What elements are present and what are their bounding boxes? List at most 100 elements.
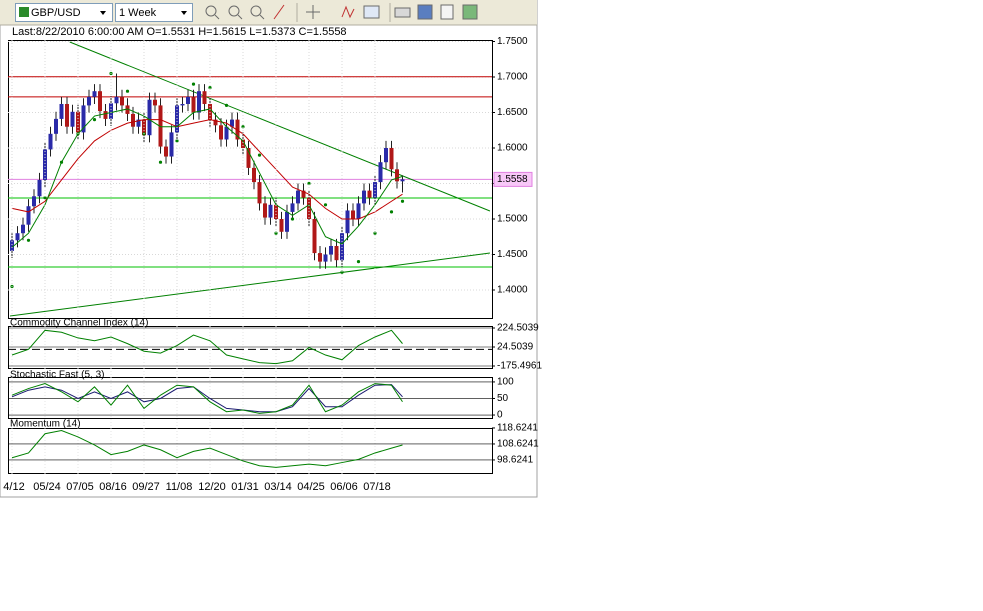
candle-body bbox=[103, 111, 108, 119]
candle-body bbox=[378, 162, 383, 183]
candle-body bbox=[340, 233, 344, 261]
y-tick-label: 1.7000 bbox=[497, 72, 528, 83]
pane-title: Commodity Channel Index (14) bbox=[10, 318, 148, 329]
x-tick-label: 07/18 bbox=[363, 481, 391, 493]
x-tick-label: 05/24 bbox=[33, 481, 61, 493]
candle-body bbox=[257, 182, 262, 204]
candle-body bbox=[147, 99, 152, 136]
candle-body bbox=[301, 190, 306, 198]
y-tick-label: 98.6241 bbox=[497, 455, 534, 466]
candle-body bbox=[70, 111, 75, 127]
candle-body bbox=[48, 133, 53, 150]
period-combo[interactable]: 1 Week bbox=[115, 3, 193, 22]
momentum-pane-frame bbox=[8, 428, 493, 474]
chart-type-button[interactable] bbox=[363, 5, 380, 19]
indicator-line bbox=[11, 119, 403, 220]
sar-dot bbox=[340, 270, 344, 274]
sar-dot bbox=[257, 153, 262, 157]
x-tick-label: 07/05 bbox=[66, 481, 94, 493]
sar-dot bbox=[323, 203, 328, 207]
last-price-tag bbox=[493, 171, 533, 187]
y-tick-label: 1.5000 bbox=[497, 214, 528, 225]
sar-dot bbox=[175, 139, 179, 143]
candle-body bbox=[351, 210, 355, 220]
y-tick-label: 1.4500 bbox=[497, 249, 528, 260]
candle-body bbox=[373, 182, 377, 198]
export-button[interactable] bbox=[462, 4, 478, 20]
candle-body bbox=[367, 190, 372, 198]
zoom-fit-button[interactable] bbox=[250, 5, 265, 20]
sar-dot bbox=[274, 231, 278, 235]
candle-body bbox=[213, 119, 218, 126]
x-tick-label: 4/12 bbox=[3, 481, 24, 493]
indicator-plot bbox=[8, 327, 492, 367]
candle-body bbox=[81, 105, 86, 133]
y-tick-label: 224.5039 bbox=[497, 323, 539, 334]
candle-body bbox=[395, 169, 399, 182]
sar-dot bbox=[373, 231, 377, 235]
sar-dot bbox=[158, 160, 163, 164]
save-button[interactable] bbox=[417, 4, 433, 20]
dropdown-arrow bbox=[181, 11, 187, 15]
candle-body bbox=[362, 190, 366, 204]
x-tick-label: 01/31 bbox=[231, 481, 259, 493]
candle-body bbox=[158, 105, 163, 147]
sar-dot bbox=[92, 118, 97, 122]
sar-dot bbox=[43, 196, 47, 200]
candle-body bbox=[169, 132, 174, 157]
sar-dot bbox=[224, 103, 229, 108]
y-tick-label: 0 bbox=[497, 410, 503, 421]
zoom-out-button[interactable] bbox=[228, 5, 243, 20]
trendline bbox=[69, 41, 491, 212]
candle-body bbox=[76, 111, 80, 133]
copy-button[interactable] bbox=[440, 4, 454, 20]
candle-body bbox=[224, 126, 229, 140]
candle-body bbox=[180, 103, 185, 106]
candle-body bbox=[120, 96, 124, 106]
y-tick-label: 1.4000 bbox=[497, 285, 528, 296]
candle-body bbox=[219, 125, 223, 140]
candle-body bbox=[26, 206, 31, 225]
candle-body bbox=[285, 211, 289, 232]
candle-body bbox=[131, 113, 135, 127]
indicator-button[interactable] bbox=[341, 5, 355, 19]
candle-body bbox=[186, 96, 190, 104]
symbol-combo[interactable]: GBP/USD bbox=[15, 3, 113, 22]
y-tick-label: 108.6241 bbox=[497, 439, 539, 450]
sar-dot bbox=[400, 199, 405, 203]
indicator-plot bbox=[8, 381, 492, 416]
sar-dot bbox=[307, 181, 311, 186]
candle-body bbox=[356, 203, 361, 220]
sar-dot bbox=[389, 210, 394, 214]
x-tick-label: 11/08 bbox=[166, 481, 193, 493]
indicator-plot bbox=[8, 428, 492, 468]
candle-body bbox=[230, 119, 234, 127]
last-price-label: 1.5558 bbox=[497, 174, 528, 185]
candle-body bbox=[65, 103, 69, 127]
candle-body bbox=[246, 148, 251, 168]
candle-body bbox=[400, 179, 405, 182]
zoom-in-button[interactable] bbox=[205, 5, 220, 20]
sar-dot bbox=[290, 217, 295, 221]
x-tick-label: 04/25 bbox=[297, 481, 325, 493]
sar-dot bbox=[26, 238, 31, 242]
period-text: 1 Week bbox=[119, 7, 157, 19]
x-tick-label: 09/27 bbox=[132, 481, 160, 493]
sar-dot bbox=[241, 125, 245, 129]
print-button[interactable] bbox=[394, 7, 411, 18]
indicator-line bbox=[11, 430, 403, 468]
y-tick-label: 1.6000 bbox=[497, 143, 528, 154]
candle-body bbox=[384, 148, 388, 163]
candle-body bbox=[197, 91, 201, 113]
crosshair-button[interactable] bbox=[306, 5, 320, 19]
candle-body bbox=[202, 91, 207, 104]
x-tick-label: 12/20 bbox=[198, 481, 226, 493]
symbol-icon bbox=[19, 7, 29, 17]
candle-body bbox=[345, 210, 350, 234]
symbol-text: GBP/USD bbox=[31, 7, 81, 19]
toolbar-icons bbox=[205, 3, 478, 22]
draw-line-button[interactable] bbox=[273, 4, 285, 20]
sar-dot bbox=[356, 260, 361, 264]
